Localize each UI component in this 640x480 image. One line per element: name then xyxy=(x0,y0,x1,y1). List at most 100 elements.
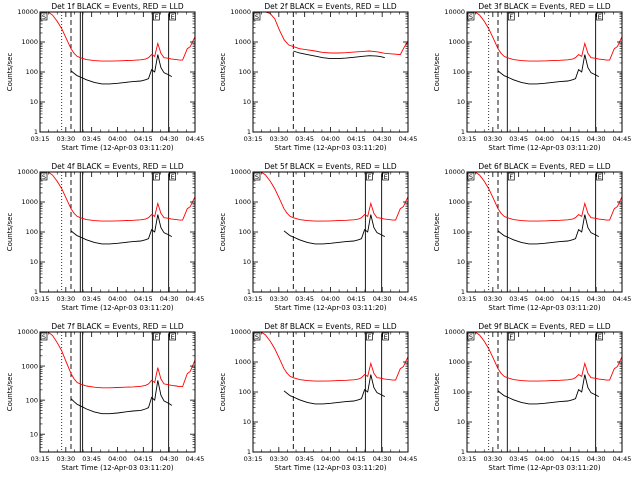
y-tick-label: 1000 xyxy=(234,38,251,46)
y-tick-label: 10 xyxy=(243,98,251,106)
x-tick-label: 03:45 xyxy=(509,135,528,143)
x-tick-label: 04:00 xyxy=(535,455,554,463)
x-tick-label: 04:15 xyxy=(134,455,153,463)
x-tick-label: 04:00 xyxy=(321,455,340,463)
x-tick-label: 04:15 xyxy=(134,295,153,303)
plot-frame xyxy=(252,11,409,133)
y-axis-label: Counts/sec xyxy=(433,213,441,252)
end-marker-label: E xyxy=(171,13,175,21)
end-marker-box xyxy=(596,12,604,21)
series-line-black xyxy=(283,374,386,405)
x-axis-label: Start Time (12-Apr-03 03:11:20) xyxy=(274,464,386,472)
y-axis-label: Counts/sec xyxy=(219,53,227,92)
x-tick-label: 03:45 xyxy=(295,135,314,143)
end-marker-label: E xyxy=(598,13,602,21)
chart-title: Det 1f BLACK = Events, RED = LLD xyxy=(51,2,184,11)
flare-marker-box xyxy=(366,172,373,181)
y-tick-label: 1000 xyxy=(234,358,251,366)
bracket-marker xyxy=(168,13,175,132)
x-tick-label: 04:45 xyxy=(186,455,205,463)
start-marker-box xyxy=(467,12,475,21)
x-tick-label: 03:45 xyxy=(295,295,314,303)
chart-panel-9: Det 9f BLACK = Events, RED = LLD 1 10 100 10… xyxy=(433,322,631,472)
x-tick-label: 04:00 xyxy=(108,135,127,143)
x-tick-label: 03:30 xyxy=(56,455,75,463)
series-line-red xyxy=(467,332,622,382)
y-tick-label: 100 xyxy=(453,228,465,236)
end-marker-label: E xyxy=(598,173,602,181)
x-tick-label: 04:15 xyxy=(347,135,366,143)
series-line-red xyxy=(253,12,408,56)
start-marker-box xyxy=(253,332,261,341)
flare-marker-box xyxy=(153,12,160,21)
start-marker-label: S xyxy=(469,173,473,181)
x-tick-label: 04:15 xyxy=(347,455,366,463)
y-tick-label: 10 xyxy=(457,98,465,106)
x-tick-label: 03:45 xyxy=(509,455,528,463)
y-axis-label: Counts/sec xyxy=(433,53,441,92)
y-tick-label: 10000 xyxy=(17,328,38,336)
x-tick-label: 04:00 xyxy=(108,455,127,463)
series-line-black xyxy=(70,54,173,85)
x-tick-label: 03:45 xyxy=(509,295,528,303)
x-tick-label: 03:45 xyxy=(82,135,101,143)
y-tick-label: 1 xyxy=(247,448,251,456)
x-tick-label: 03:30 xyxy=(269,135,288,143)
y-axis-label: Counts/sec xyxy=(6,373,14,412)
plot-frame xyxy=(466,331,623,453)
plot-frame xyxy=(252,171,409,293)
x-tick-label: 04:45 xyxy=(399,135,418,143)
chart-title: Det 9f BLACK = Events, RED = LLD xyxy=(478,322,611,331)
end-marker-box xyxy=(169,332,176,341)
y-tick-label: 10000 xyxy=(17,8,38,16)
y-tick-label: 10000 xyxy=(444,328,465,336)
flare-marker-label: F xyxy=(155,173,159,181)
x-tick-label: 04:00 xyxy=(535,295,554,303)
y-tick-label: 100 xyxy=(453,388,465,396)
series-line-red xyxy=(253,332,408,382)
flare-marker-label: F xyxy=(509,333,513,341)
y-tick-label: 10 xyxy=(243,258,251,266)
flare-marker-label: F xyxy=(509,13,513,21)
flare-marker-box xyxy=(366,332,373,341)
x-tick-label: 03:45 xyxy=(295,455,314,463)
series-line-red xyxy=(253,172,408,222)
y-axis-label: Counts/sec xyxy=(433,373,441,412)
bracket-marker xyxy=(168,333,175,452)
flare-marker-box xyxy=(507,12,515,21)
x-tick-label: 04:45 xyxy=(613,455,632,463)
x-tick-label: 03:30 xyxy=(269,295,288,303)
x-tick-label: 04:15 xyxy=(134,135,153,143)
x-tick-label: 03:30 xyxy=(483,135,502,143)
x-tick-label: 03:45 xyxy=(82,455,101,463)
start-marker-label: S xyxy=(42,13,46,21)
start-marker-box xyxy=(467,172,475,181)
series-line-black xyxy=(283,214,386,245)
x-tick-label: 04:00 xyxy=(321,135,340,143)
x-tick-label: 03:15 xyxy=(244,135,263,143)
bracket-marker xyxy=(381,333,388,452)
y-axis-label: Counts/sec xyxy=(6,53,14,92)
y-tick-label: 10 xyxy=(30,258,38,266)
x-tick-label: 03:30 xyxy=(269,455,288,463)
y-tick-label: 1000 xyxy=(21,362,38,370)
x-axis-label: Start Time (12-Apr-03 03:11:20) xyxy=(274,304,386,312)
y-tick-label: 10000 xyxy=(230,328,251,336)
plot-frame xyxy=(252,331,409,453)
x-axis-label: Start Time (12-Apr-03 03:11:20) xyxy=(488,144,600,152)
start-marker-box xyxy=(253,12,261,21)
end-marker-box xyxy=(596,332,604,341)
x-tick-label: 03:30 xyxy=(483,295,502,303)
start-marker-box xyxy=(40,172,48,181)
x-tick-label: 04:00 xyxy=(535,135,554,143)
chart-title: Det 7f BLACK = Events, RED = LLD xyxy=(51,322,184,331)
end-marker-label: E xyxy=(384,333,388,341)
series-line-black xyxy=(497,374,600,405)
x-axis-label: Start Time (12-Apr-03 03:11:20) xyxy=(488,464,600,472)
series-line-red xyxy=(467,12,622,62)
x-tick-label: 03:15 xyxy=(458,295,477,303)
chart-title: Det 3f BLACK = Events, RED = LLD xyxy=(478,2,611,11)
flare-marker-label: F xyxy=(368,173,372,181)
series-line-red xyxy=(40,332,195,389)
